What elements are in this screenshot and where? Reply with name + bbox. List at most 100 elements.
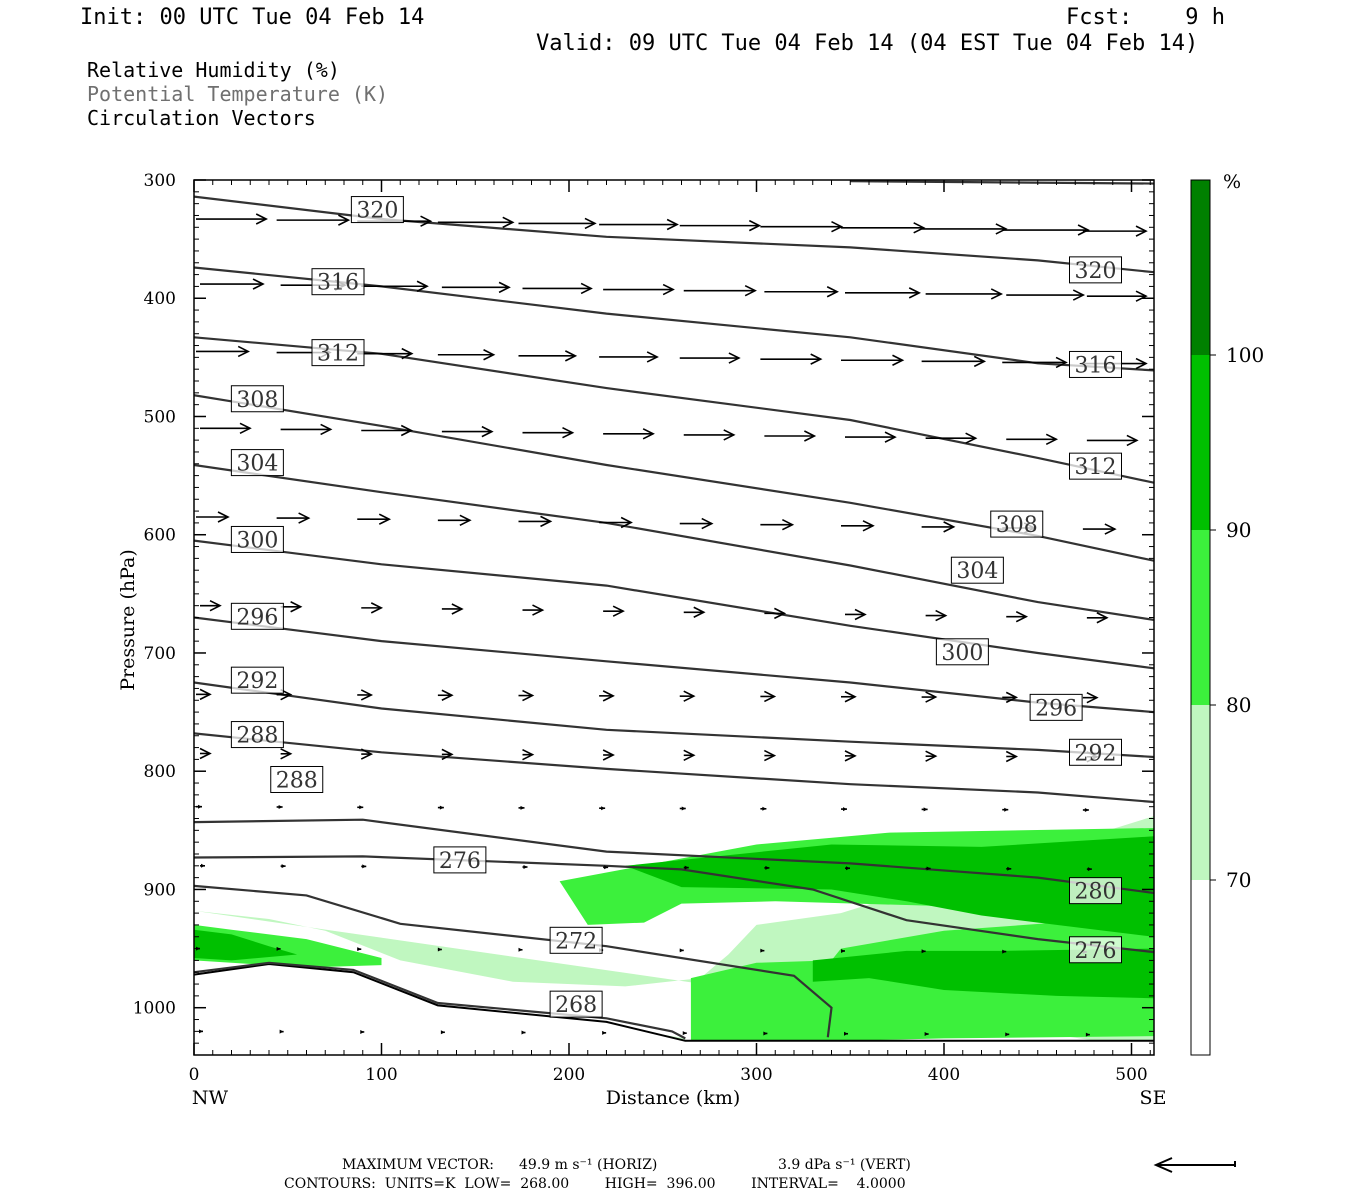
vector-head (683, 749, 696, 761)
contour-label-box (1029, 693, 1083, 721)
vector-head (360, 748, 374, 760)
vector-head (1096, 612, 1109, 624)
vector-head (1084, 807, 1089, 812)
vector-head (679, 948, 684, 953)
contour-label-box (311, 268, 365, 296)
contour-label: 276 (439, 849, 481, 874)
contour-label-box (350, 196, 404, 224)
contour-label: 288 (236, 724, 278, 749)
vector-head (401, 347, 414, 360)
theta-contour-324 (850, 180, 1154, 185)
axes: 300 400 500 600 700 800 900 1000 0 100 200 300 400 50… (133, 171, 1155, 1085)
vector-head (925, 691, 938, 703)
vector-head (1002, 949, 1007, 954)
vector-head (760, 948, 765, 953)
y-tick-label: 700 (144, 644, 176, 664)
vector-head (662, 283, 675, 296)
contour-labels: 320 320 316 316 312 312 308 308 304 304 300 300 296 2… (230, 196, 1122, 1018)
vector-head (926, 866, 931, 871)
vector-head (532, 604, 545, 616)
vector-head (540, 515, 553, 528)
vector-head (481, 425, 494, 438)
contour-label-box (230, 525, 284, 553)
vector-head (602, 690, 615, 702)
vector-head (682, 1031, 687, 1036)
contour-label: 300 (236, 528, 278, 553)
rh-region-90-100-3 (194, 929, 298, 961)
vector-head (279, 1029, 284, 1034)
vector-head (990, 288, 1004, 300)
theta-contour-268 (194, 961, 686, 1040)
vector-head (843, 807, 847, 812)
theta-contour-320 (194, 195, 1154, 274)
vector-head (666, 218, 679, 231)
vector-head (831, 221, 844, 233)
vector-head (281, 864, 286, 869)
colorbar-level-label: 90 (1226, 518, 1251, 542)
theta-contour-280 (194, 818, 1154, 895)
vector-head (854, 608, 867, 621)
vector-head (451, 603, 464, 615)
vector-head (237, 345, 250, 358)
vector-head (1015, 610, 1029, 623)
vector-head (1135, 225, 1148, 237)
terrain-line (194, 962, 1154, 1042)
vector-head (995, 223, 1008, 235)
colorbar-segment (1191, 880, 1210, 1055)
vector-head (522, 689, 535, 702)
vector-head (280, 688, 293, 701)
contour-label-box (1069, 350, 1122, 378)
vector-head (748, 219, 762, 232)
forecast-hour: Fcst: 9 h (1066, 5, 1225, 30)
contour-label-box (1069, 877, 1122, 905)
x-axis-label: Distance (km) (606, 1087, 741, 1109)
vector-head (684, 865, 689, 870)
theta-contour-300 (194, 539, 1154, 670)
contour-label: 276 (1075, 939, 1117, 964)
contour-label: 312 (1075, 455, 1117, 480)
vector-head (498, 281, 511, 294)
vector-head (728, 352, 741, 364)
vector-head (744, 284, 757, 297)
y-tick-label: 400 (144, 289, 176, 309)
vector-head (620, 516, 633, 529)
x-axis-right-label: SE (1140, 1087, 1167, 1109)
colorbar-segment (1191, 530, 1210, 705)
contour-label-box (1069, 738, 1122, 766)
legend-potential-temperature: Potential Temperature (K) (87, 82, 389, 106)
contour-label-box (311, 339, 365, 367)
contour-label: 316 (1075, 353, 1117, 378)
vector-head (646, 351, 659, 363)
contour-label: 288 (276, 768, 318, 793)
vector-head (844, 750, 857, 762)
contour-label: 308 (236, 388, 278, 413)
contour-label-box (990, 510, 1044, 538)
vector-head (862, 520, 875, 532)
colorbar-segment (1191, 705, 1210, 880)
vector-head (198, 804, 202, 809)
vector-head (199, 1029, 203, 1034)
vector-head (602, 1030, 607, 1035)
y-axis-label: Pressure (hPa) (117, 549, 139, 691)
vector-head (1126, 434, 1139, 447)
colorbar-frame (1190, 179, 1211, 1056)
contour-label: 292 (1075, 741, 1117, 766)
vector-head (290, 601, 303, 613)
vector-head (562, 426, 575, 439)
x-tick-label: 400 (928, 1065, 960, 1085)
vector-head (520, 805, 525, 810)
vector-head (892, 354, 905, 366)
vector-head (378, 513, 392, 525)
max-vector-vertical: 3.9 dPa s⁻¹ (VERT) (778, 1157, 911, 1173)
vector-head (502, 216, 515, 229)
vector-head (357, 947, 362, 952)
contour-label: 280 (1075, 880, 1117, 905)
vector-head (683, 690, 696, 702)
vector-head (1004, 807, 1009, 812)
vector-head (278, 804, 283, 809)
y-tick-label: 300 (144, 171, 176, 191)
vector-head (642, 428, 655, 440)
theta-contour-288 (194, 732, 1154, 804)
vector-head (1135, 357, 1148, 370)
